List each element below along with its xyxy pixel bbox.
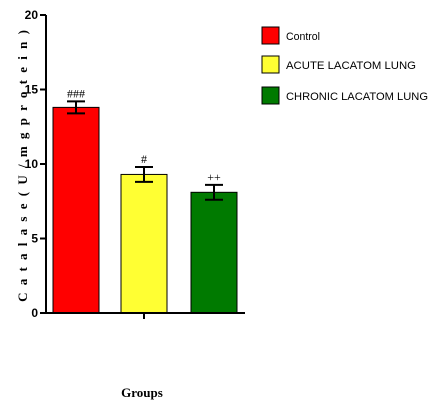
y-tick-label: 10 [25,157,39,171]
legend-swatch-3 [261,86,280,105]
y-axis: 0 5 10 15 20 [25,8,47,320]
x-axis [46,312,245,319]
x-axis-title: Groups [121,385,163,400]
y-tick-label: 20 [25,8,39,22]
y-tick-label: 0 [31,306,38,320]
legend-swatch-1 [261,26,280,45]
bar-3 [190,191,238,314]
legend-label-1: Control [286,31,320,43]
significance-label-2: # [141,152,147,166]
significance-label-1: ### [67,86,85,100]
legend-label-3: CHRONIC LACATOM LUNG [286,91,428,103]
legend-label-2: ACUTE LACATOM LUNG [286,60,416,72]
y-axis-title: C a t a l a s e ( U / m g p r o t e i n … [15,28,30,302]
bar-1 [52,106,100,314]
significance-label-3: ++ [207,170,221,184]
y-tick-label: 5 [31,232,38,246]
bar-2 [120,173,168,314]
legend-swatch-2 [261,55,280,74]
bars: ####++ [52,86,238,314]
legend: Control ACUTE LACATOM LUNG CHRONIC LACATOM… [261,26,428,105]
y-tick-label: 15 [25,83,39,97]
